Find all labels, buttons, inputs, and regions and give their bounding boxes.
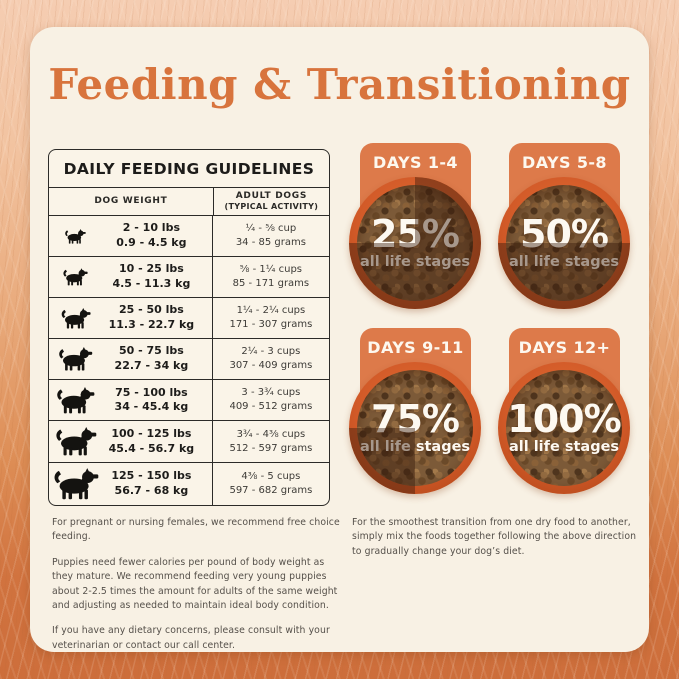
weight-kg: 4.5 - 11.3 kg: [112, 277, 191, 291]
weight-lbs: 10 - 25 lbs: [118, 262, 184, 276]
percent-label: 25%: [371, 212, 460, 257]
serving-cups: 3¾ - 4⅜ cups: [236, 428, 306, 440]
dog-silhouette-icon: [49, 468, 101, 500]
table-row: 2 - 10 lbs 0.9 - 4.5 kg ¼ - ⅝ cup 34 - 85 …: [49, 216, 329, 258]
transition-step-days-9-11: DAYS 9-11 75% all life stages: [343, 328, 488, 494]
transition-step-days-12-plus: DAYS 12+ 100% all life stages: [492, 328, 637, 494]
serving-grams: 512 - 597 grams: [229, 442, 313, 454]
note-puppies: Puppies need fewer calories per pound of…: [52, 556, 338, 612]
serving-grams: 171 - 307 grams: [229, 319, 313, 331]
weight-kg: 0.9 - 4.5 kg: [116, 236, 187, 250]
kibble-bowl: 50% all life stages: [498, 177, 630, 309]
caption-label: all life stages: [508, 253, 620, 270]
table-header-row: DOG WEIGHT ADULT DOGS (TYPICAL ACTIVITY): [49, 188, 329, 216]
dog-silhouette-icon: [49, 268, 101, 286]
column-header-dog-weight: DOG WEIGHT: [94, 196, 168, 207]
caption-label: all life stages: [359, 253, 471, 270]
bowl-text: 100% all life stages: [498, 362, 630, 494]
caption-label: all life stages: [359, 438, 471, 455]
info-card: Feeding & Transitioning DAILY FEEDING GU…: [30, 27, 649, 652]
percent-label: 75%: [371, 397, 460, 442]
serving-grams: 409 - 512 grams: [229, 401, 313, 413]
days-label: DAYS 5-8: [522, 153, 607, 172]
serving-grams: 307 - 409 grams: [229, 360, 313, 372]
weight-lbs: 2 - 10 lbs: [122, 221, 180, 235]
weight-kg: 56.7 - 68 kg: [114, 483, 189, 497]
bowl-text: 25% all life stages: [349, 177, 481, 309]
dog-silhouette-icon: [49, 387, 101, 414]
percent-label: 50%: [520, 212, 609, 257]
feeding-notes: For pregnant or nursing females, we reco…: [52, 516, 344, 664]
weight-lbs: 25 - 50 lbs: [118, 303, 184, 317]
weight-kg: 11.3 - 22.7 kg: [108, 318, 195, 332]
dog-silhouette-icon: [49, 427, 101, 456]
weight-lbs: 125 - 150 lbs: [111, 468, 192, 482]
bowl-text: 75% all life stages: [349, 362, 481, 494]
kibble-texture: [357, 185, 473, 301]
page-title: Feeding & Transitioning: [48, 60, 631, 109]
weight-kg: 22.7 - 34 kg: [114, 359, 189, 373]
serving-cups: 3 - 3¾ cups: [241, 387, 301, 399]
dog-silhouette-icon: [49, 229, 101, 244]
days-label: DAYS 1-4: [373, 153, 458, 172]
kibble-texture: [506, 185, 622, 301]
table-row: 125 - 150 lbs 56.7 - 68 kg 4⅜ - 5 cups 597…: [49, 462, 329, 505]
serving-grams: 34 - 85 grams: [235, 237, 306, 249]
table-row: 25 - 50 lbs 11.3 - 22.7 kg 1¼ - 2¼ cups 17…: [49, 298, 329, 340]
serving-cups: ¼ - ⅝ cup: [245, 223, 297, 235]
bowl-text: 50% all life stages: [498, 177, 630, 309]
note-pregnant-nursing: For pregnant or nursing females, we reco…: [52, 517, 340, 543]
weight-lbs: 75 - 100 lbs: [115, 385, 188, 399]
column-header-line2: (TYPICAL ACTIVITY): [224, 202, 319, 212]
kibble-bowl: 100% all life stages: [498, 362, 630, 494]
kibble-texture: [506, 370, 622, 486]
kibble-bowl: 25% all life stages: [349, 177, 481, 309]
transition-note: For the smoothest transition from one dr…: [352, 516, 638, 559]
serving-cups: 2¼ - 3 cups: [241, 346, 301, 358]
serving-grams: 597 - 682 grams: [229, 484, 313, 496]
serving-grams: 85 - 171 grams: [232, 278, 310, 290]
caption-label: all life stages: [508, 438, 620, 455]
kibble-texture: [357, 370, 473, 486]
days-label: DAYS 12+: [518, 338, 611, 357]
table-row: 75 - 100 lbs 34 - 45.4 kg 3 - 3¾ cups 409 …: [49, 380, 329, 422]
table-row: 10 - 25 lbs 4.5 - 11.3 kg ⅝ - 1¼ cups 85 -…: [49, 257, 329, 299]
feeding-guidelines-table: DAILY FEEDING GUIDELINES DOG WEIGHT ADUL…: [48, 149, 330, 506]
serving-cups: 4⅜ - 5 cups: [241, 470, 301, 482]
dog-silhouette-icon: [49, 308, 101, 329]
weight-lbs: 50 - 75 lbs: [118, 344, 184, 358]
days-label: DAYS 9-11: [367, 338, 464, 357]
note-dietary-concerns: If you have any dietary concerns, please…: [52, 625, 330, 651]
serving-cups: ⅝ - 1¼ cups: [239, 264, 303, 276]
column-header-adult-dogs: ADULT DOGS (TYPICAL ACTIVITY): [212, 188, 329, 215]
note-transition: For the smoothest transition from one dr…: [352, 517, 637, 557]
column-header-line1: ADULT DOGS: [235, 191, 308, 202]
weight-kg: 34 - 45.4 kg: [114, 400, 189, 414]
table-row: 50 - 75 lbs 22.7 - 34 kg 2¼ - 3 cups 307 -…: [49, 339, 329, 381]
dog-silhouette-icon: [49, 347, 101, 371]
transition-step-days-1-4: DAYS 1-4 25% all life stages: [343, 143, 488, 309]
table-title: DAILY FEEDING GUIDELINES: [49, 150, 329, 188]
transition-steps: DAYS 1-4 25% all life stages DAYS 5-8: [343, 143, 637, 494]
table-row: 100 - 125 lbs 45.4 - 56.7 kg 3¾ - 4⅜ cups…: [49, 421, 329, 463]
weight-lbs: 100 - 125 lbs: [111, 426, 192, 440]
serving-cups: 1¼ - 2¼ cups: [236, 305, 306, 317]
percent-label: 100%: [507, 397, 621, 442]
kibble-bowl: 75% all life stages: [349, 362, 481, 494]
weight-kg: 45.4 - 56.7 kg: [108, 441, 195, 455]
transition-step-days-5-8: DAYS 5-8 50% all life stages: [492, 143, 637, 309]
